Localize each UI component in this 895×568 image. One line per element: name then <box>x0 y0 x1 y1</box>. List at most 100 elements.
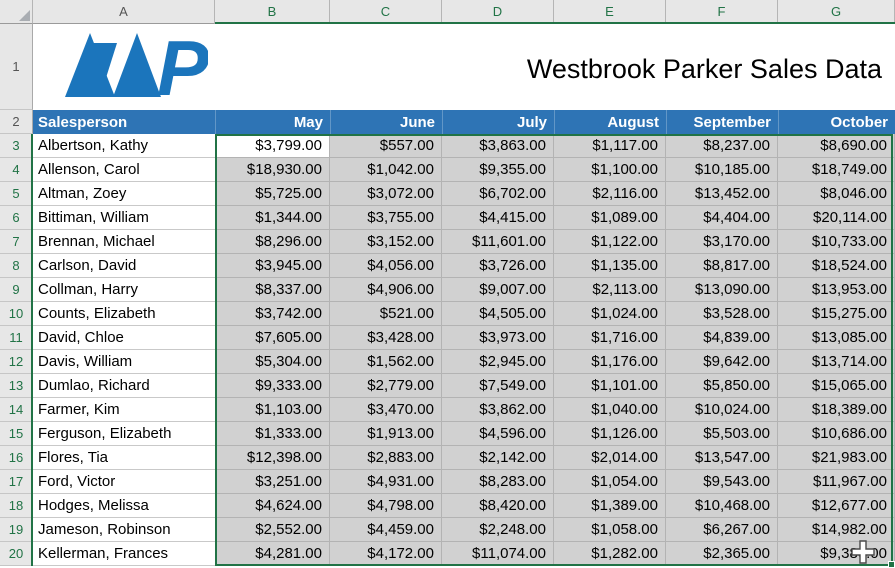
cell-C15[interactable]: $1,913.00 <box>330 422 442 446</box>
cell-F12[interactable]: $9,642.00 <box>666 350 778 374</box>
cell-E7[interactable]: $1,122.00 <box>554 230 666 254</box>
cell-A3[interactable]: Albertson, Kathy <box>33 134 215 158</box>
cell-G17[interactable]: $11,967.00 <box>778 470 895 494</box>
cell-G14[interactable]: $18,389.00 <box>778 398 895 422</box>
cell-D5[interactable]: $6,702.00 <box>442 182 554 206</box>
column-header-G[interactable]: G <box>778 0 895 24</box>
cell-A18[interactable]: Hodges, Melissa <box>33 494 215 518</box>
cell-G19[interactable]: $14,982.00 <box>778 518 895 542</box>
cell-D3[interactable]: $3,863.00 <box>442 134 554 158</box>
cell-G11[interactable]: $13,085.00 <box>778 326 895 350</box>
cell-G5[interactable]: $8,046.00 <box>778 182 895 206</box>
cell-C16[interactable]: $2,883.00 <box>330 446 442 470</box>
cell-G8[interactable]: $18,524.00 <box>778 254 895 278</box>
cell-D20[interactable]: $11,074.00 <box>442 542 554 566</box>
cell-B18[interactable]: $4,624.00 <box>215 494 330 518</box>
cell-B12[interactable]: $5,304.00 <box>215 350 330 374</box>
cell-A7[interactable]: Brennan, Michael <box>33 230 215 254</box>
cell-A20[interactable]: Kellerman, Frances <box>33 542 215 566</box>
cell-D4[interactable]: $9,355.00 <box>442 158 554 182</box>
cell-B3[interactable]: $3,799.00 <box>215 134 330 158</box>
row-header-20[interactable]: 20 <box>0 542 33 566</box>
cell-D17[interactable]: $8,283.00 <box>442 470 554 494</box>
column-header-C[interactable]: C <box>330 0 442 24</box>
cell-C6[interactable]: $3,755.00 <box>330 206 442 230</box>
row-header-11[interactable]: 11 <box>0 326 33 350</box>
cell-F11[interactable]: $4,839.00 <box>666 326 778 350</box>
cell-E12[interactable]: $1,176.00 <box>554 350 666 374</box>
cell-F4[interactable]: $10,185.00 <box>666 158 778 182</box>
cell-D14[interactable]: $3,862.00 <box>442 398 554 422</box>
cell-F3[interactable]: $8,237.00 <box>666 134 778 158</box>
row-header-10[interactable]: 10 <box>0 302 33 326</box>
table-header-september[interactable]: September <box>666 110 778 134</box>
cell-B20[interactable]: $4,281.00 <box>215 542 330 566</box>
cell-A15[interactable]: Ferguson, Elizabeth <box>33 422 215 446</box>
cell-F17[interactable]: $9,543.00 <box>666 470 778 494</box>
cell-C11[interactable]: $3,428.00 <box>330 326 442 350</box>
cell-A9[interactable]: Collman, Harry <box>33 278 215 302</box>
row-header-18[interactable]: 18 <box>0 494 33 518</box>
cell-D19[interactable]: $2,248.00 <box>442 518 554 542</box>
cell-G3[interactable]: $8,690.00 <box>778 134 895 158</box>
cell-E20[interactable]: $1,282.00 <box>554 542 666 566</box>
cell-D6[interactable]: $4,415.00 <box>442 206 554 230</box>
cell-A16[interactable]: Flores, Tia <box>33 446 215 470</box>
table-header-june[interactable]: June <box>330 110 442 134</box>
column-header-E[interactable]: E <box>554 0 666 24</box>
cell-E9[interactable]: $2,113.00 <box>554 278 666 302</box>
cell-B11[interactable]: $7,605.00 <box>215 326 330 350</box>
row-header-4[interactable]: 4 <box>0 158 33 182</box>
cell-E16[interactable]: $2,014.00 <box>554 446 666 470</box>
cell-A11[interactable]: David, Chloe <box>33 326 215 350</box>
cell-B8[interactable]: $3,945.00 <box>215 254 330 278</box>
cell-E17[interactable]: $1,054.00 <box>554 470 666 494</box>
cell-G4[interactable]: $18,749.00 <box>778 158 895 182</box>
row-1-merged-cell[interactable]: P Westbrook Parker Sales Data <box>33 24 895 110</box>
cell-C4[interactable]: $1,042.00 <box>330 158 442 182</box>
cell-G12[interactable]: $13,714.00 <box>778 350 895 374</box>
cell-D13[interactable]: $7,549.00 <box>442 374 554 398</box>
table-header-may[interactable]: May <box>215 110 330 134</box>
cell-B16[interactable]: $12,398.00 <box>215 446 330 470</box>
cell-C9[interactable]: $4,906.00 <box>330 278 442 302</box>
cell-F9[interactable]: $13,090.00 <box>666 278 778 302</box>
cell-E19[interactable]: $1,058.00 <box>554 518 666 542</box>
row-header-14[interactable]: 14 <box>0 398 33 422</box>
cell-E15[interactable]: $1,126.00 <box>554 422 666 446</box>
row-header-12[interactable]: 12 <box>0 350 33 374</box>
cell-G16[interactable]: $21,983.00 <box>778 446 895 470</box>
select-all-button[interactable] <box>0 0 33 24</box>
cell-E6[interactable]: $1,089.00 <box>554 206 666 230</box>
cell-C14[interactable]: $3,470.00 <box>330 398 442 422</box>
cell-C19[interactable]: $4,459.00 <box>330 518 442 542</box>
column-header-F[interactable]: F <box>666 0 778 24</box>
cell-A12[interactable]: Davis, William <box>33 350 215 374</box>
cell-G7[interactable]: $10,733.00 <box>778 230 895 254</box>
cell-E13[interactable]: $1,101.00 <box>554 374 666 398</box>
cell-G15[interactable]: $10,686.00 <box>778 422 895 446</box>
row-header-7[interactable]: 7 <box>0 230 33 254</box>
cell-A10[interactable]: Counts, Elizabeth <box>33 302 215 326</box>
cell-F14[interactable]: $10,024.00 <box>666 398 778 422</box>
cell-G18[interactable]: $12,677.00 <box>778 494 895 518</box>
row-header-2[interactable]: 2 <box>0 110 33 134</box>
row-header-3[interactable]: 3 <box>0 134 33 158</box>
cell-C17[interactable]: $4,931.00 <box>330 470 442 494</box>
cell-B7[interactable]: $8,296.00 <box>215 230 330 254</box>
cell-C5[interactable]: $3,072.00 <box>330 182 442 206</box>
row-header-16[interactable]: 16 <box>0 446 33 470</box>
cell-E11[interactable]: $1,716.00 <box>554 326 666 350</box>
cell-C10[interactable]: $521.00 <box>330 302 442 326</box>
cell-E8[interactable]: $1,135.00 <box>554 254 666 278</box>
cell-B5[interactable]: $5,725.00 <box>215 182 330 206</box>
row-header-6[interactable]: 6 <box>0 206 33 230</box>
row-header-9[interactable]: 9 <box>0 278 33 302</box>
cell-G20[interactable]: $9,386.00 <box>778 542 895 566</box>
cell-E14[interactable]: $1,040.00 <box>554 398 666 422</box>
cell-F8[interactable]: $8,817.00 <box>666 254 778 278</box>
row-header-15[interactable]: 15 <box>0 422 33 446</box>
cell-A6[interactable]: Bittiman, William <box>33 206 215 230</box>
table-header-july[interactable]: July <box>442 110 554 134</box>
cell-D9[interactable]: $9,007.00 <box>442 278 554 302</box>
